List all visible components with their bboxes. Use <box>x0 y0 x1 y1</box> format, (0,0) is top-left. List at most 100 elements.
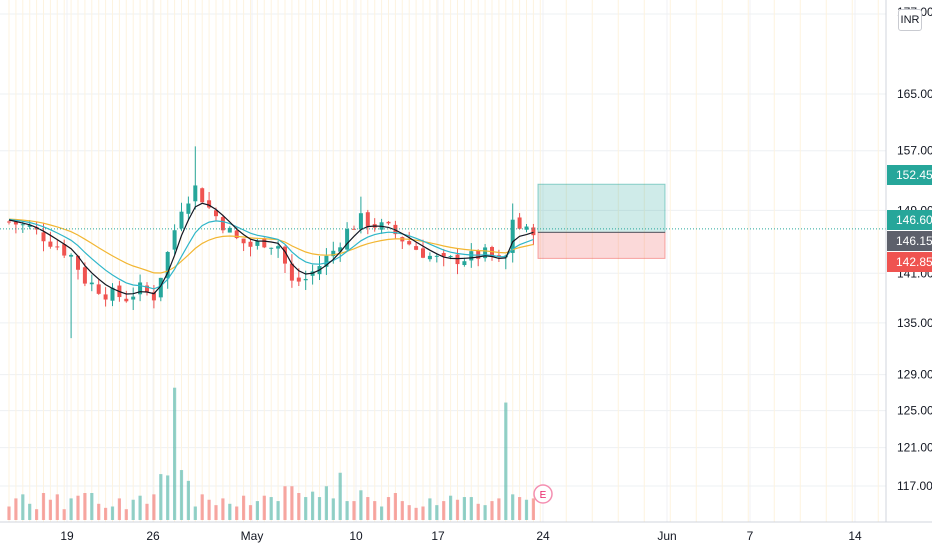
volume-bar <box>235 506 239 520</box>
volume-bar <box>504 402 508 520</box>
volume-bar <box>393 493 397 520</box>
candle-body <box>220 217 225 231</box>
candle-body <box>276 246 281 249</box>
volume-bar <box>518 497 522 520</box>
candle-body <box>448 256 453 258</box>
volume-bar <box>462 497 466 520</box>
volume-bar <box>110 506 115 520</box>
candle-body <box>289 263 294 281</box>
volume-bar <box>276 501 280 520</box>
candle-body <box>262 238 267 248</box>
candle-body <box>138 282 143 295</box>
candle-body <box>303 278 308 281</box>
volume-bar <box>117 498 121 520</box>
candle-body <box>427 255 432 260</box>
volume-bar <box>324 486 328 520</box>
candle-body <box>145 285 149 292</box>
y-tick-label: 157.00 <box>897 144 932 158</box>
candle-body <box>110 287 115 301</box>
volume-bar <box>400 501 404 520</box>
x-tick-label: 10 <box>349 529 363 543</box>
volume-bar <box>62 509 66 520</box>
currency-badge[interactable]: INR <box>898 9 922 31</box>
volume-bar <box>524 499 529 520</box>
price-badge <box>887 231 932 251</box>
earnings-markers[interactable]: E <box>533 484 553 504</box>
axis-corner <box>887 523 932 550</box>
volume-bar <box>531 498 535 520</box>
volume-bars <box>7 387 535 520</box>
volume-bar <box>511 494 515 520</box>
candle-body <box>207 200 212 208</box>
candle-body <box>283 246 287 264</box>
volume-bar <box>83 493 87 520</box>
moving-averages <box>8 202 534 295</box>
candle-body <box>200 188 205 203</box>
price-badge <box>887 210 932 230</box>
candle-body <box>151 292 156 301</box>
volume-bar <box>428 498 432 520</box>
earnings-marker[interactable]: E <box>533 484 553 504</box>
candle-body <box>13 221 18 225</box>
candle-body <box>345 228 350 250</box>
candles <box>7 146 536 339</box>
volume-bar <box>283 486 287 520</box>
x-tick-label: 26 <box>146 529 160 543</box>
price-badge-label: 142.85 <box>896 255 932 269</box>
y-tick-label: 165.00 <box>897 87 932 101</box>
volume-bar <box>173 387 177 520</box>
candle-body <box>55 246 60 248</box>
volume-bar <box>41 493 46 520</box>
y-tick-label: 125.00 <box>897 404 932 418</box>
candle-body <box>269 247 274 249</box>
volume-bar <box>55 494 59 520</box>
target-zone <box>537 183 666 233</box>
earnings-circle <box>533 484 553 504</box>
volume-bar <box>221 498 225 520</box>
x-tick-label: 7 <box>747 529 754 543</box>
position-tool[interactable] <box>537 183 666 259</box>
candle-body <box>96 284 101 294</box>
x-tick-label: 17 <box>431 529 445 543</box>
volume-bar <box>228 503 232 520</box>
x-tick-label: Jun <box>657 529 676 543</box>
volume-bar <box>242 495 246 520</box>
candle-body <box>214 210 218 217</box>
volume-bar <box>152 494 156 520</box>
candle-body <box>131 296 136 300</box>
volume-bar <box>179 470 184 520</box>
volume-bar <box>290 486 294 520</box>
y-tick-label: 121.00 <box>897 441 932 455</box>
y-tick-label: 117.00 <box>897 479 932 493</box>
grid <box>0 0 886 522</box>
candle-body <box>62 244 67 256</box>
volume-bar <box>48 499 52 520</box>
volume-bar <box>414 507 418 520</box>
volume-bar <box>186 480 190 520</box>
volume-bar <box>90 493 94 520</box>
candle-body <box>186 203 191 214</box>
y-tick-label: 135.00 <box>897 316 932 330</box>
volume-bar <box>28 503 32 520</box>
x-tick-label: 24 <box>536 529 550 543</box>
volume-bar <box>207 499 211 520</box>
volume-bar <box>304 497 308 520</box>
volume-bar <box>317 497 322 520</box>
volume-bar <box>366 497 370 520</box>
candle-body <box>172 230 177 250</box>
volume-bar <box>373 501 377 520</box>
volume-bar <box>297 493 301 520</box>
candle-body <box>386 221 391 224</box>
volume-bar <box>483 505 487 520</box>
volume-bar <box>469 497 473 520</box>
volume-bar <box>7 506 11 520</box>
volume-bar <box>338 472 342 520</box>
volume-bar <box>193 506 197 520</box>
volume-bar <box>200 494 204 520</box>
candle-body <box>255 240 260 246</box>
volume-bar <box>255 501 259 520</box>
candle-body <box>179 211 184 229</box>
volume-bar <box>497 498 501 520</box>
price-badge-label: 146.15 <box>896 234 932 248</box>
